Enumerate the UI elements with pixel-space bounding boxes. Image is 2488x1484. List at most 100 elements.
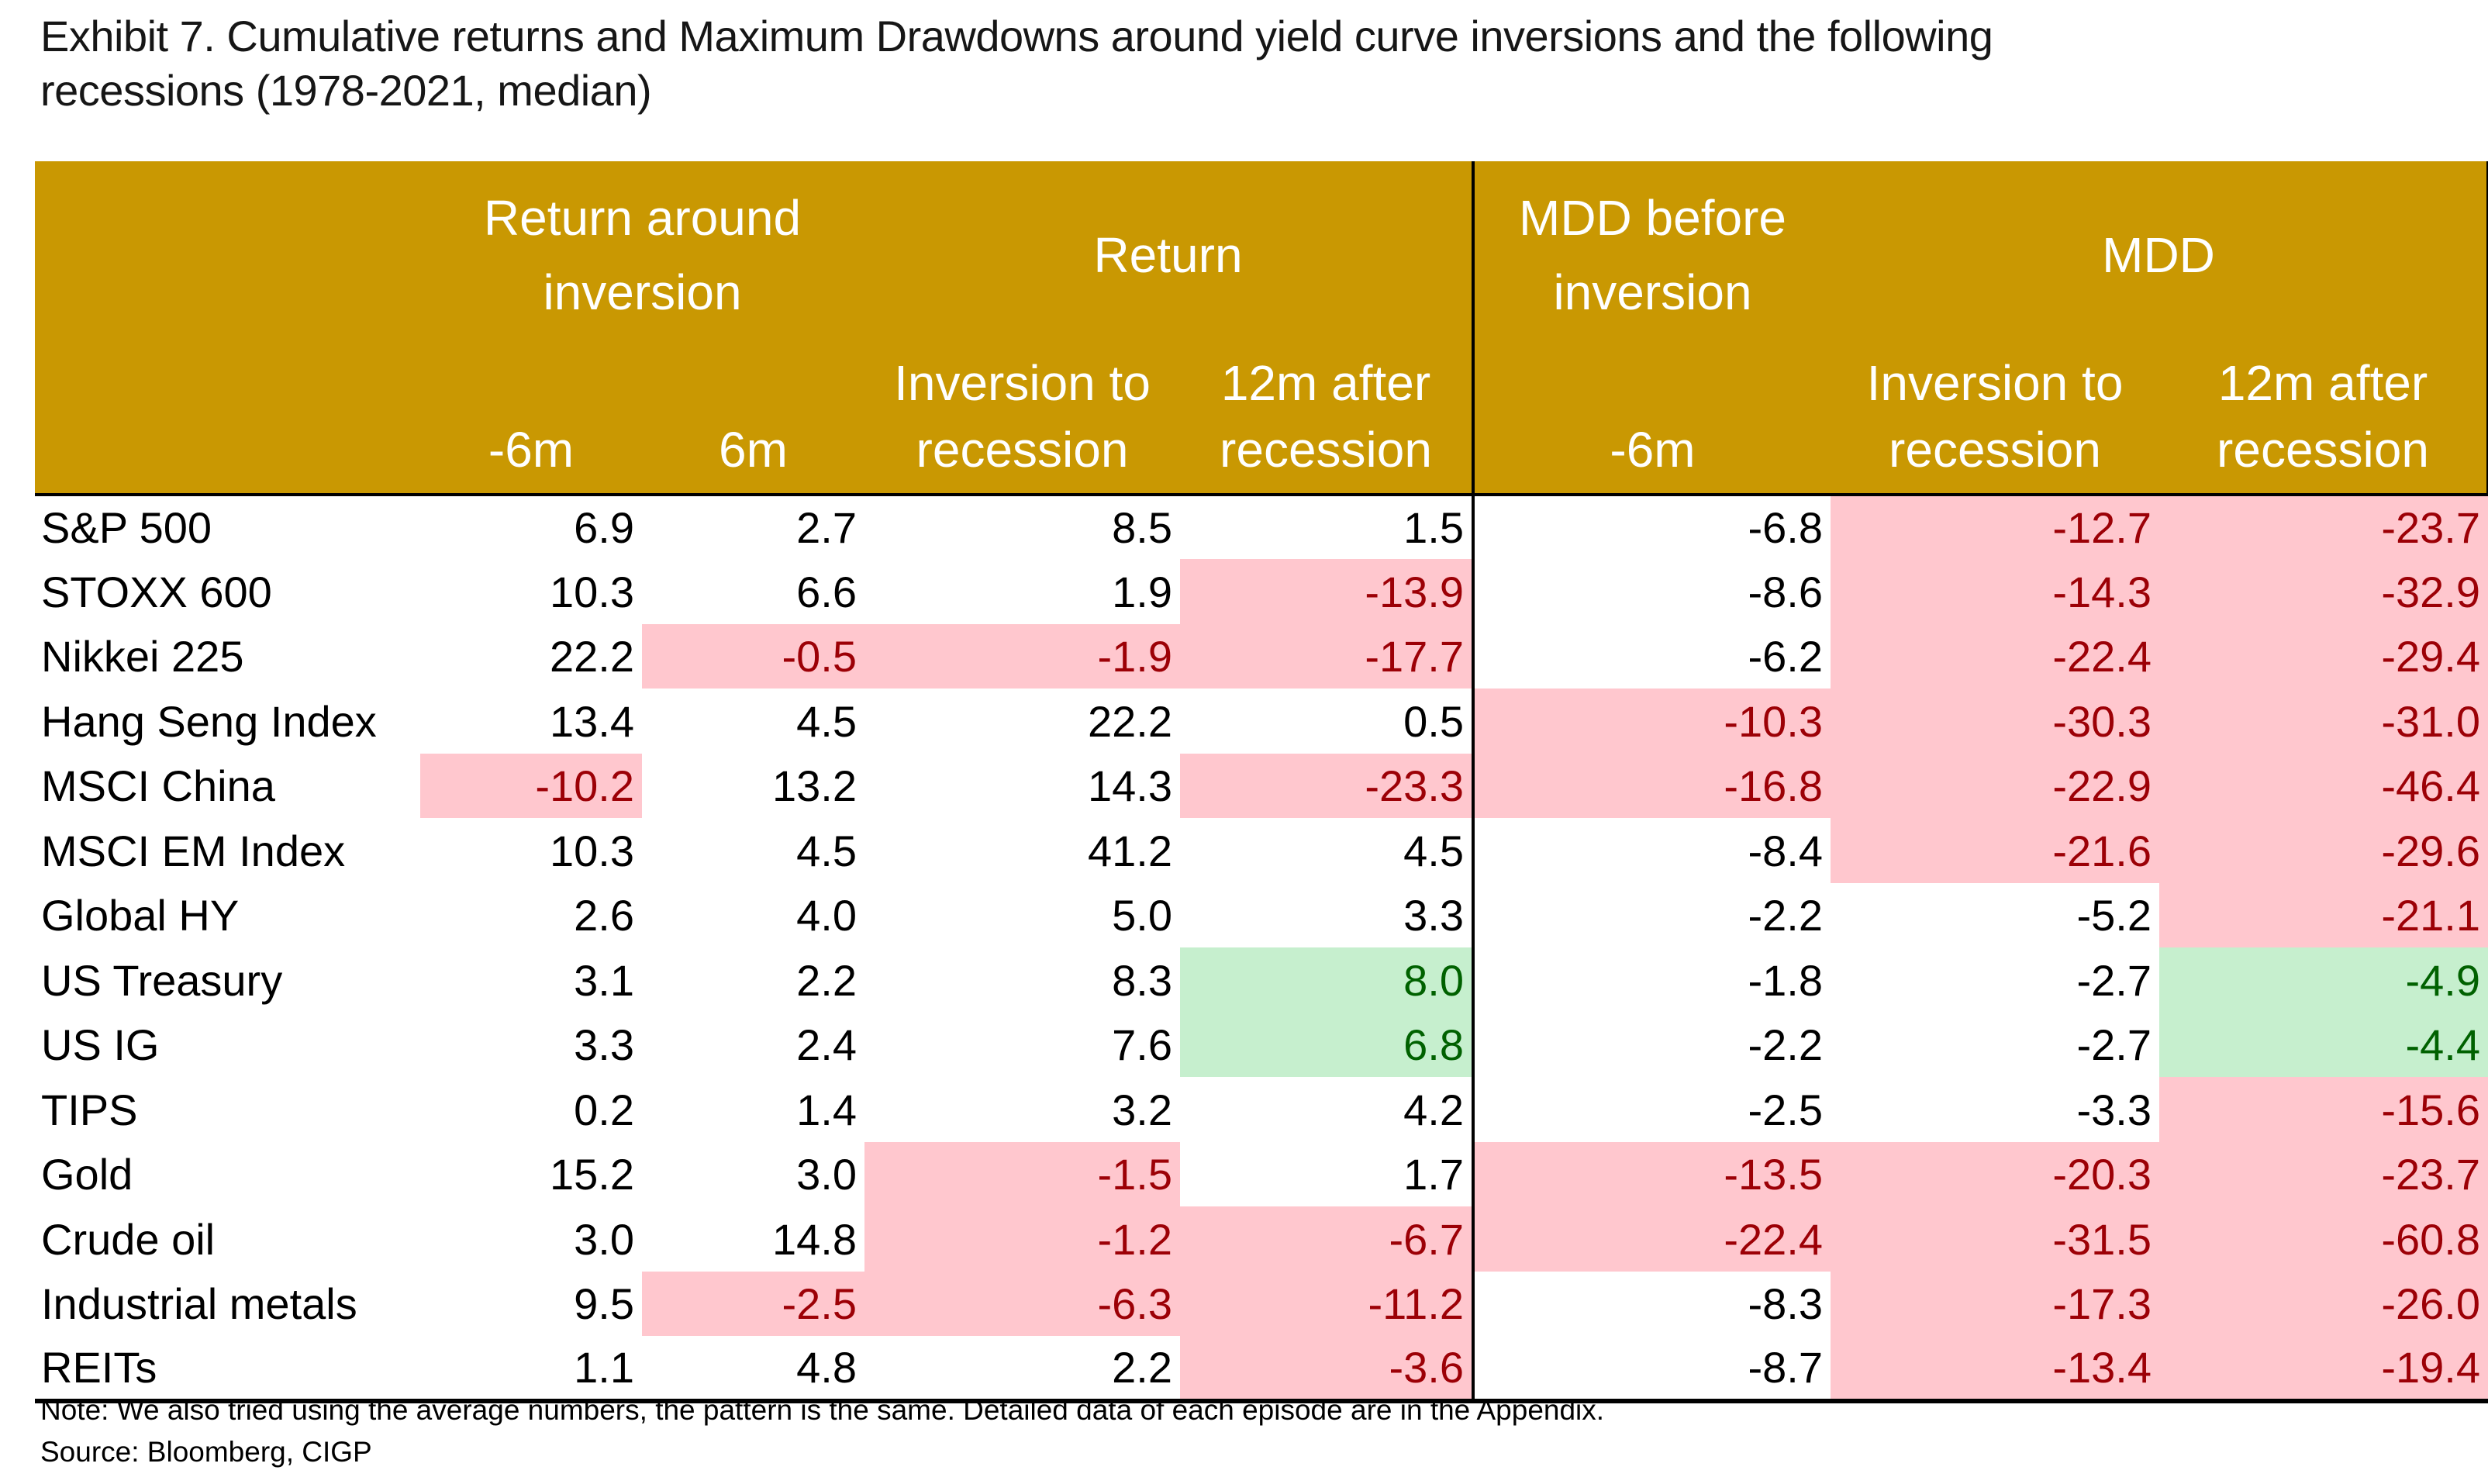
table-row: Hang Seng Index 13.4 4.5 22.2 0.5 -10.3 -30.3-… xyxy=(35,689,2488,754)
mdd-value-cell: -8.6 xyxy=(1472,559,1831,624)
mdd-value-cell: -6.8 xyxy=(1472,494,1831,560)
return-value-cell: 3.0 xyxy=(420,1206,642,1272)
return-value-cell: -1.5 xyxy=(864,1141,1180,1207)
return-value-cell: -2.5 xyxy=(642,1271,864,1337)
return-value-cell: 4.0 xyxy=(642,882,864,948)
return-value-cell: -3.6 xyxy=(1180,1336,1473,1403)
column-header-row: -6m 6m Inversion to recession 12m after … xyxy=(35,349,2488,496)
table-row: US IG 3.3 2.4 7.6 6.8 -2.2 -2.7 -4.4 xyxy=(35,1012,2488,1078)
mdd-value-cell: -32.9 xyxy=(2159,559,2488,624)
table-row: STOXX 600 10.3 6.6 1.9 -13.9 -8.6 -14.3 -32.9 xyxy=(35,559,2488,624)
return-value-cell: 41.2 xyxy=(864,818,1180,883)
table-row: Global HY 2.6 4.0 5.0 3.3 -2.2 -5.2 -21.1 xyxy=(35,882,2488,948)
column-group-row: Return around inversion Return MDD befor… xyxy=(35,161,2488,349)
return-value-cell: 1.5 xyxy=(1180,494,1473,560)
mdd-value-cell: -19.4 xyxy=(2159,1336,2488,1403)
return-value-cell: 1.7 xyxy=(1180,1141,1473,1207)
asset-label: US Treasury xyxy=(35,947,420,1013)
mdd-value-cell: -4.4 xyxy=(2159,1012,2488,1078)
return-value-cell: -1.9 xyxy=(864,623,1180,689)
return-value-cell: 8.3 xyxy=(864,947,1180,1013)
table-row: Crude oil 3.0 14.8 -1.2 -6.7 -22.4 -31.5 -60.8 xyxy=(35,1206,2488,1272)
return-value-cell: 1.1 xyxy=(420,1336,642,1403)
asset-label: MSCI EM Index xyxy=(35,818,420,883)
col-header-mdd-inversion-to-recession: Inversion to recession xyxy=(1831,349,2159,496)
mdd-value-cell: -29.4 xyxy=(2159,623,2488,689)
returns-mdd-table: Return around inversion Return MDD befor… xyxy=(35,161,2488,1403)
return-value-cell: 2.7 xyxy=(642,494,864,560)
return-value-cell: 6.8 xyxy=(1180,1012,1473,1078)
mdd-value-cell: -14.3 xyxy=(1831,559,2159,624)
return-value-cell: 2.2 xyxy=(642,947,864,1013)
mdd-value-cell: -12.7 xyxy=(1831,494,2159,560)
mdd-value-cell: -23.7 xyxy=(2159,1141,2488,1207)
mdd-value-cell: -2.2 xyxy=(1472,882,1831,948)
table-row: MSCI China -10.2 13.2 14.3 -23.3 -16.8 -22.9 -4… xyxy=(35,753,2488,819)
asset-label: Nikkei 225 xyxy=(35,623,420,689)
table-row: US Treasury 3.1 2.2 8.3 8.0 -1.8 -2.7 -4.9 xyxy=(35,947,2488,1013)
mdd-value-cell: -22.4 xyxy=(1831,623,2159,689)
return-value-cell: 8.5 xyxy=(864,494,1180,560)
asset-label: STOXX 600 xyxy=(35,559,420,624)
mdd-value-cell: -21.1 xyxy=(2159,882,2488,948)
mdd-value-cell: -30.3 xyxy=(1831,689,2159,754)
return-value-cell: 0.2 xyxy=(420,1077,642,1142)
return-value-cell: 2.4 xyxy=(642,1012,864,1078)
col-header-return-6m: 6m xyxy=(642,349,864,496)
mdd-value-cell: -1.8 xyxy=(1472,947,1831,1013)
note-text: Note: We also tried using the average nu… xyxy=(40,1394,1605,1426)
return-value-cell: -0.5 xyxy=(642,623,864,689)
mdd-value-cell: -15.6 xyxy=(2159,1077,2488,1142)
return-value-cell: 6.9 xyxy=(420,494,642,560)
return-value-cell: 5.0 xyxy=(864,882,1180,948)
corner-cell xyxy=(35,161,420,349)
return-value-cell: -11.2 xyxy=(1180,1271,1473,1337)
corner-cell xyxy=(35,349,420,496)
return-value-cell: -17.7 xyxy=(1180,623,1473,689)
return-value-cell: 3.1 xyxy=(420,947,642,1013)
return-value-cell: 2.6 xyxy=(420,882,642,948)
return-value-cell: -1.2 xyxy=(864,1206,1180,1272)
return-value-cell: -6.3 xyxy=(864,1271,1180,1337)
mdd-value-cell: -22.4 xyxy=(1472,1206,1831,1272)
table-row: TIPS 0.2 1.4 3.2 4.2 -2.5 -3.3 -15.6 xyxy=(35,1077,2488,1142)
mdd-value-cell: -5.2 xyxy=(1831,882,2159,948)
asset-label: S&P 500 xyxy=(35,494,420,560)
return-value-cell: 8.0 xyxy=(1180,947,1473,1013)
exhibit-title: Exhibit 7. Cumulative returns and Maximu… xyxy=(40,12,1993,115)
col-group-return-around-inversion: Return around inversion xyxy=(420,161,864,349)
mdd-value-cell: -29.6 xyxy=(2159,818,2488,883)
mdd-value-cell: -16.8 xyxy=(1472,753,1831,819)
return-value-cell: 6.6 xyxy=(642,559,864,624)
return-value-cell: 10.3 xyxy=(420,818,642,883)
return-value-cell: 3.0 xyxy=(642,1141,864,1207)
asset-label: Industrial metals xyxy=(35,1271,420,1337)
mdd-value-cell: -2.5 xyxy=(1472,1077,1831,1142)
return-value-cell: 3.3 xyxy=(420,1012,642,1078)
mdd-value-cell: -8.4 xyxy=(1472,818,1831,883)
mdd-value-cell: -13.5 xyxy=(1472,1141,1831,1207)
mdd-value-cell: -60.8 xyxy=(2159,1206,2488,1272)
asset-label: TIPS xyxy=(35,1077,420,1142)
mdd-value-cell: -10.3 xyxy=(1472,689,1831,754)
mdd-value-cell: -8.7 xyxy=(1472,1336,1831,1403)
return-value-cell: 1.4 xyxy=(642,1077,864,1142)
table-row: Gold 15.2 3.0 -1.5 1.7 -13.5 -20.3 -23.7 xyxy=(35,1141,2488,1207)
asset-label: Global HY xyxy=(35,882,420,948)
col-header-return-12m-after-recession: 12m after recession xyxy=(1180,349,1473,496)
return-value-cell: 22.2 xyxy=(420,623,642,689)
mdd-value-cell: -31.5 xyxy=(1831,1206,2159,1272)
return-value-cell: 10.3 xyxy=(420,559,642,624)
col-header-return-minus-6m: -6m xyxy=(420,349,642,496)
return-value-cell: 9.5 xyxy=(420,1271,642,1337)
return-value-cell: 4.5 xyxy=(1180,818,1473,883)
return-value-cell: 4.5 xyxy=(642,689,864,754)
asset-label: US IG xyxy=(35,1012,420,1078)
return-value-cell: 4.2 xyxy=(1180,1077,1473,1142)
asset-label: MSCI China xyxy=(35,753,420,819)
mdd-value-cell: -17.3 xyxy=(1831,1271,2159,1337)
asset-label: Hang Seng Index xyxy=(35,689,420,754)
mdd-value-cell: -8.3 xyxy=(1472,1271,1831,1337)
return-value-cell: 4.5 xyxy=(642,818,864,883)
table-row: MSCI EM Index 10.3 4.5 41.2 4.5 -8.4 -21.6 -29.… xyxy=(35,818,2488,883)
